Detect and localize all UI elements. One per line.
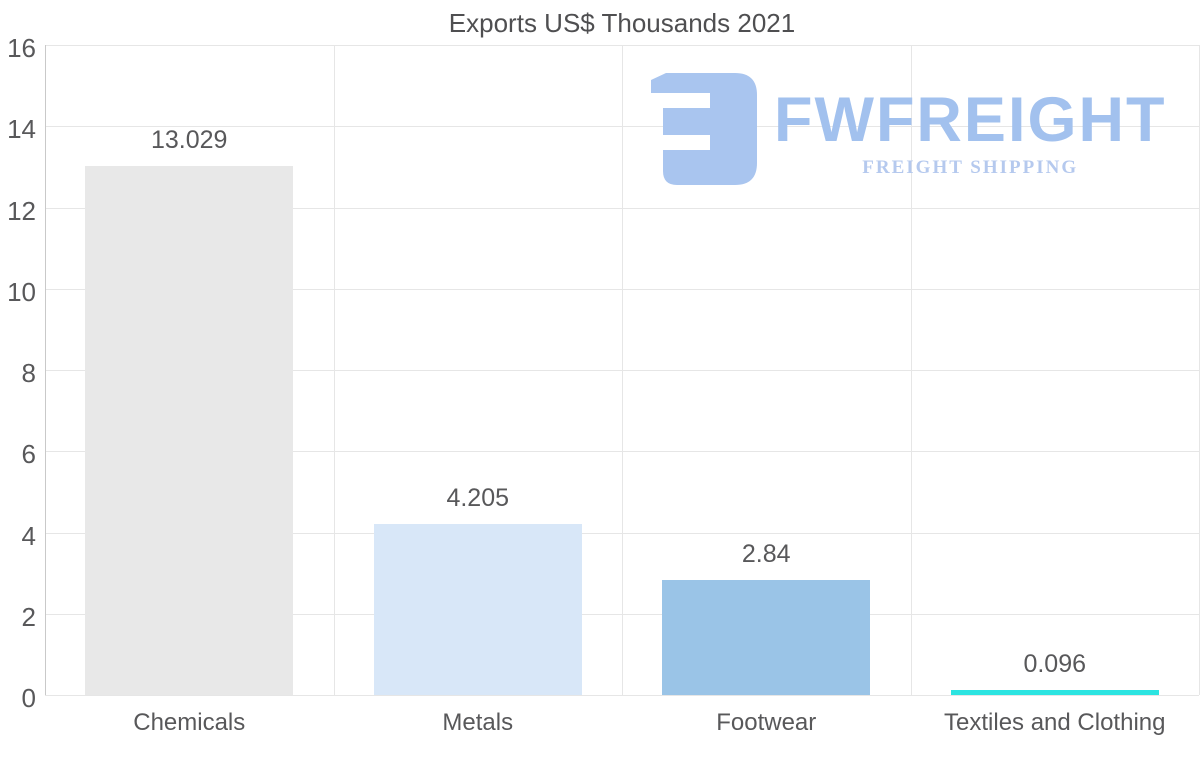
y-axis-tick-label: 8 xyxy=(21,358,36,388)
x-axis-category-label: Metals xyxy=(442,709,514,736)
bar-textiles-and-clothing[interactable] xyxy=(950,690,1159,695)
bar-value-label: 13.029 xyxy=(151,125,228,154)
bar-value-label: 4.205 xyxy=(446,484,510,513)
chart-title: Exports US$ Thousands 2021 xyxy=(448,8,796,38)
bar-footwear[interactable] xyxy=(662,579,871,695)
y-axis-tick-label: 4 xyxy=(21,520,36,551)
y-axis-tick-label: 6 xyxy=(21,439,36,470)
fwfreight-logo: FWFREIGHT FREIGHT SHIPPING xyxy=(650,73,1166,185)
x-axis-category-label: Footwear xyxy=(716,709,817,736)
gridline-x-3 xyxy=(911,45,912,695)
y-axis-tick-label: 12 xyxy=(7,195,36,226)
bar-chemicals[interactable] xyxy=(85,165,294,695)
y-axis-tick-label: 0 xyxy=(21,683,36,713)
gridline-y-0 xyxy=(45,695,1199,696)
x-axis-category-label: Textiles and Clothing xyxy=(944,709,1166,736)
logo-brand-text: FWFREIGHT xyxy=(774,85,1167,155)
bar-value-label: 0.096 xyxy=(1023,650,1087,678)
y-axis-tick-label: 2 xyxy=(21,601,36,632)
logo-tagline-text: FREIGHT SHIPPING xyxy=(862,157,1079,178)
fwfreight-logo-icon xyxy=(651,73,757,185)
x-axis-category-label: Chemicals xyxy=(133,709,246,736)
gridline-x-2 xyxy=(622,45,623,695)
gridline-x-1 xyxy=(334,45,335,695)
y-axis-line xyxy=(45,45,46,695)
y-axis-tick-label: 10 xyxy=(7,276,36,307)
bar-value-label: 2.84 xyxy=(741,539,791,568)
y-axis-tick-label: 14 xyxy=(7,114,36,145)
y-axis-tick-label: 16 xyxy=(7,33,36,63)
logo-text-block: FWFREIGHT FREIGHT SHIPPING xyxy=(774,73,1166,179)
bar-metals[interactable] xyxy=(373,524,582,695)
